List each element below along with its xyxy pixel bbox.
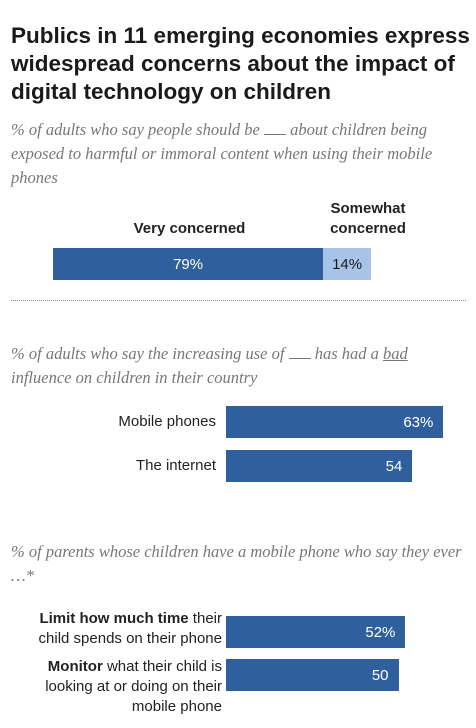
section3-subtitle: % of parents whose children have a mobil… <box>11 542 462 585</box>
value-label-the-internet: 54 <box>385 457 403 475</box>
legend-very-concerned: Very concerned <box>133 220 246 237</box>
section2-subtitle: % of adults who say the increasing use o… <box>11 344 408 387</box>
category-label-mobile-phones: Mobile phones <box>118 413 216 430</box>
value-label-mobile-phones: 63% <box>403 413 434 431</box>
section1-subtitle: % of adults who say people should be abo… <box>11 120 433 187</box>
category-label-limit-time: Limit how much time their child spends o… <box>38 610 222 647</box>
category-label-the-internet: The internet <box>135 457 216 474</box>
bar-mobile-phones: 63% <box>226 406 444 438</box>
value-label-very-concerned: 79% <box>173 255 204 273</box>
bar-very-concerned: 79% <box>53 248 324 280</box>
legend-somewhat-concerned: Somewhat concerned <box>330 200 406 237</box>
blank-line <box>288 344 311 359</box>
category-label-monitor: Monitor what their child is looking at o… <box>45 658 222 715</box>
value-label-somewhat-concerned: 14% <box>332 255 363 273</box>
blank-line <box>263 120 286 135</box>
bar-somewhat-concerned: 14% <box>323 248 372 280</box>
bar-monitor: 50 <box>226 659 399 691</box>
bar-limit-time: 52% <box>226 616 406 648</box>
value-label-monitor: 50 <box>371 666 389 684</box>
section-divider <box>11 300 466 301</box>
bar-the-internet: 54 <box>226 450 413 482</box>
value-label-limit-time: 52% <box>365 623 396 641</box>
chart-title: Publics in 11 emerging economies express… <box>11 23 470 104</box>
